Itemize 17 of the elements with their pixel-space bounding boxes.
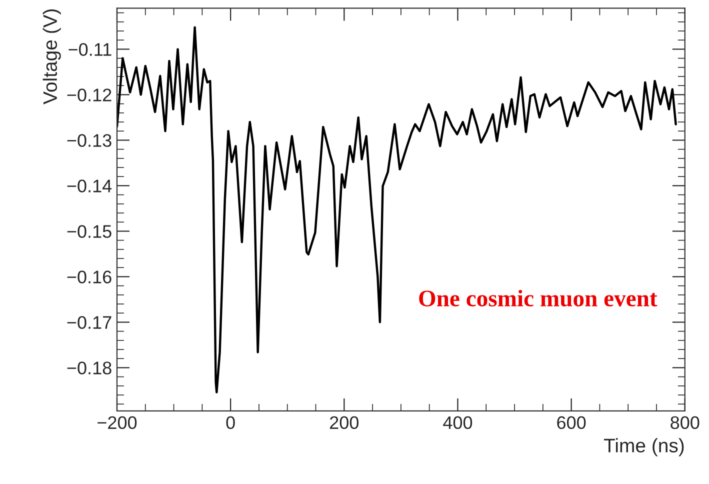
x-tick-label: 200 <box>330 416 359 430</box>
y-tick-label: −0.15 <box>67 225 112 238</box>
y-tick-label: −0.12 <box>67 88 112 102</box>
y-tick-label: −0.14 <box>67 180 112 192</box>
x-axis-title: Time (ns) <box>604 438 684 456</box>
x-tick-label: 0 <box>226 416 235 430</box>
y-tick-label: −0.13 <box>67 134 112 147</box>
x-tick-label: 800 <box>670 416 700 430</box>
x-tick-label: −200 <box>98 416 137 430</box>
y-tick-label: −0.18 <box>67 362 112 374</box>
x-tick-label: 400 <box>443 416 472 430</box>
x-tick-label: 600 <box>557 416 586 430</box>
y-tick-label: −0.11 <box>68 43 112 56</box>
y-axis-title: Voltage (V) <box>42 9 61 104</box>
y-tick-label: −0.17 <box>67 316 112 329</box>
annotation: One cosmic muon event <box>419 290 658 307</box>
y-tick-label: −0.16 <box>67 270 112 284</box>
